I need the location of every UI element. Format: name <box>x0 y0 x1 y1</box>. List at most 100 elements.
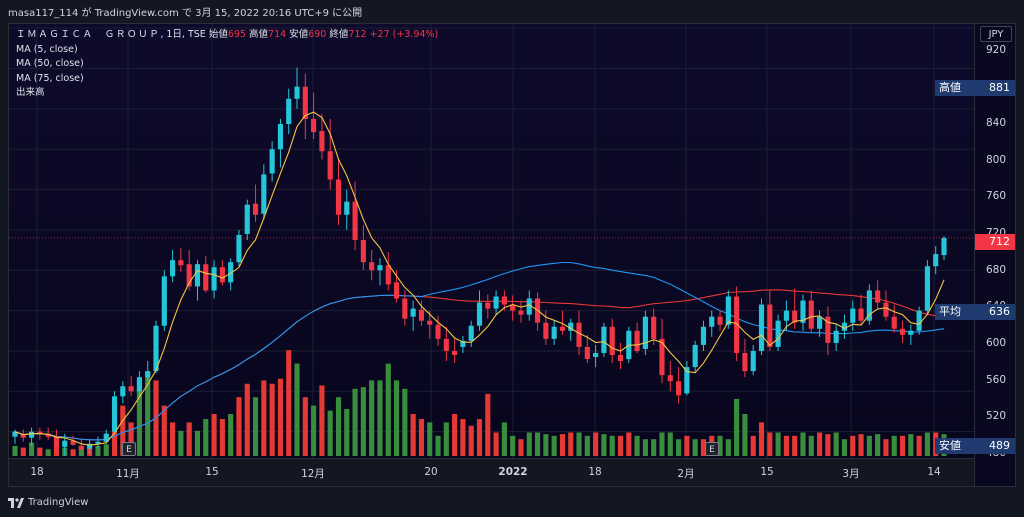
volume-bar <box>369 380 375 456</box>
volume-bar <box>924 432 930 456</box>
price-tick: 800 <box>986 154 1007 166</box>
candle-body <box>899 328 906 335</box>
volume-bar <box>866 435 872 456</box>
candle-body <box>817 316 823 329</box>
candle-body <box>377 265 383 271</box>
candle-body <box>891 316 897 329</box>
candle-body <box>676 381 682 396</box>
chart-legend[interactable]: ＩＭＡＧＩＣＡ ＧＲＯＵＰ, 1日, TSE 始値695 高値714 安値690… <box>16 28 438 101</box>
candle-body <box>518 310 524 315</box>
candle-body <box>659 338 665 376</box>
volume-bar <box>493 432 499 456</box>
candle-body <box>302 86 308 119</box>
candle-body <box>294 86 300 99</box>
earnings-event-marker[interactable]: E <box>705 442 719 456</box>
high-label: 高値 <box>249 29 269 40</box>
average-badge-label: 平均 <box>939 305 961 318</box>
volume-bar <box>12 445 18 456</box>
candle-body <box>29 431 35 438</box>
candle-body <box>286 98 292 124</box>
symbol-name: ＩＭＡＧＩＣＡ ＧＲＯＵＰ <box>16 29 161 40</box>
footer: TradingView <box>0 489 1024 517</box>
candle-body <box>568 322 574 331</box>
legend-ma50[interactable]: MA (50, close) <box>16 58 84 69</box>
earnings-event-marker[interactable]: E <box>122 442 136 456</box>
candle-body <box>667 375 673 382</box>
volume-bar <box>510 435 516 456</box>
candle-body <box>20 433 26 438</box>
volume-bar <box>792 435 798 456</box>
candle-body <box>194 264 201 287</box>
volume-bar <box>95 445 101 456</box>
volume-bar <box>402 388 408 456</box>
current-price-value: 712 <box>989 235 1010 248</box>
volume-bar <box>750 435 756 456</box>
volume-bar <box>825 434 831 456</box>
candle-body <box>725 296 731 325</box>
volume-bar <box>684 435 690 456</box>
candle-body <box>634 330 640 351</box>
volume-bar <box>29 442 35 456</box>
currency-button[interactable]: JPY <box>980 26 1012 42</box>
close-value: 712 <box>348 29 367 40</box>
legend-ma5[interactable]: MA (5, close) <box>16 43 78 55</box>
volume-bar <box>261 380 267 456</box>
price-tick: 920 <box>986 44 1007 56</box>
volume-bar <box>916 435 922 456</box>
tradingview-brand: TradingView <box>28 497 89 508</box>
volume-bar <box>609 435 615 456</box>
candle-body <box>219 267 225 283</box>
price-tick: 840 <box>986 117 1007 129</box>
publish-info: masa117_114 が TradingView.com で 3月 15, 2… <box>8 8 363 19</box>
volume-bar <box>518 439 524 456</box>
volume-bar <box>393 380 400 456</box>
time-tick: 11月 <box>116 468 140 480</box>
volume-bar <box>145 372 151 456</box>
price-scale[interactable] <box>974 24 1015 486</box>
chart-pane[interactable]: ＩＭＡＧＩＣＡ ＧＲＯＵＰ, 1日, TSE 始値695 高値714 安値690… <box>8 23 1016 487</box>
price-tick: 600 <box>986 337 1007 349</box>
volume-bar <box>808 435 814 456</box>
candle-body <box>120 386 126 397</box>
candle-body <box>352 201 358 240</box>
volume-bar <box>584 435 590 456</box>
candle-body <box>435 324 441 339</box>
volume-bar <box>236 397 242 456</box>
volume-bar <box>377 380 383 456</box>
low-label: 安値 <box>289 29 309 40</box>
price-tick: 760 <box>986 190 1007 202</box>
candle-body <box>103 433 109 442</box>
candle-body <box>344 201 350 215</box>
price-chart-svg <box>9 24 974 458</box>
candle-body <box>841 322 848 331</box>
candle-body <box>800 300 806 323</box>
legend-volume[interactable]: 出来高 <box>16 87 45 98</box>
candle-body <box>78 445 84 450</box>
volume-bar <box>111 422 118 456</box>
time-tick: 2022 <box>498 466 528 478</box>
tradingview-logo[interactable]: TradingView <box>8 497 88 508</box>
candle-body <box>692 344 698 368</box>
volume-bar <box>841 439 848 456</box>
volume-bar <box>775 432 781 456</box>
time-scale[interactable] <box>9 458 974 486</box>
price-tick: 680 <box>986 264 1007 276</box>
high-value: 714 <box>268 29 287 40</box>
volume-bar <box>427 422 433 456</box>
candle-body <box>510 304 516 311</box>
legend-ma75[interactable]: MA (75, close) <box>16 72 84 84</box>
exchange: TSE <box>187 29 206 40</box>
candle-body <box>228 262 234 283</box>
plot-area[interactable] <box>9 24 974 458</box>
volume-bar <box>178 430 184 456</box>
volume-bar <box>734 398 740 456</box>
high-badge: 高値 881 <box>935 80 1015 96</box>
candle-body <box>866 290 872 321</box>
volume-bar <box>593 432 599 456</box>
volume-bar <box>443 422 449 456</box>
price-tick: 560 <box>986 374 1007 386</box>
volume-bar <box>161 405 167 456</box>
current-price-badge: 712 <box>975 234 1015 250</box>
candle-body <box>717 316 723 325</box>
volume-bar <box>692 439 698 456</box>
